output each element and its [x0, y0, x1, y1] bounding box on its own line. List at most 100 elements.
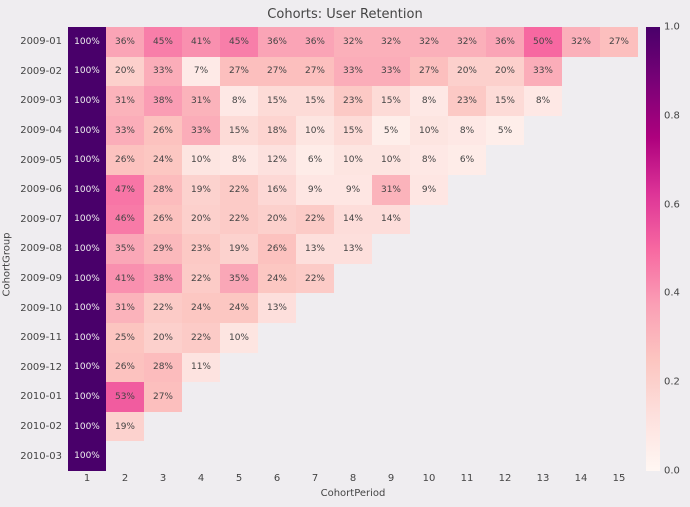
heatmap-cell — [334, 441, 372, 471]
heatmap-cell: 27% — [144, 382, 182, 412]
heatmap-cell: 28% — [144, 353, 182, 383]
heatmap-cell — [486, 234, 524, 264]
chart-body: CohortGroup 2009-012009-022009-032009-04… — [0, 27, 690, 507]
heatmap-cell — [448, 412, 486, 442]
heatmap-cell — [600, 234, 638, 264]
heatmap-cell — [448, 382, 486, 412]
heatmap-cell: 35% — [220, 264, 258, 294]
y-tick: 2009-06 — [14, 175, 68, 205]
heatmap-cell: 100% — [68, 264, 106, 294]
heatmap-cell — [372, 293, 410, 323]
heatmap-cell — [372, 353, 410, 383]
heatmap-cell — [372, 382, 410, 412]
heatmap-cell: 53% — [106, 382, 144, 412]
heatmap-cell: 26% — [106, 353, 144, 383]
x-tick: 13 — [524, 471, 562, 486]
spacer — [14, 471, 68, 501]
heatmap-cell: 10% — [296, 116, 334, 146]
y-tick: 2010-03 — [14, 441, 68, 471]
heatmap-cell — [486, 382, 524, 412]
colorbar-col: 0.00.20.40.60.81.0 — [638, 27, 690, 501]
heatmap-cell — [296, 382, 334, 412]
heatmap-cell: 100% — [68, 116, 106, 146]
heatmap-cell: 9% — [410, 175, 448, 205]
heatmap-row: 100%19% — [68, 412, 638, 442]
heatmap-cell: 24% — [144, 145, 182, 175]
ytick-col: 2009-012009-022009-032009-042009-052009-… — [14, 27, 68, 501]
heatmap-row: 100%31%22%24%24%13% — [68, 293, 638, 323]
heatmap-cell: 27% — [258, 57, 296, 87]
heatmap-cell — [410, 441, 448, 471]
heatmap-cell: 26% — [106, 145, 144, 175]
y-axis-label: CohortGroup — [2, 232, 13, 296]
x-tick: 7 — [296, 471, 334, 486]
y-tick: 2009-05 — [14, 145, 68, 175]
heatmap-cell: 35% — [106, 234, 144, 264]
heatmap-cell — [562, 382, 600, 412]
heatmap-cell: 38% — [144, 86, 182, 116]
heatmap-cell — [524, 205, 562, 235]
heatmap-row: 100%46%26%20%22%20%22%14%14% — [68, 205, 638, 235]
heatmap-cell — [220, 353, 258, 383]
heatmap-cell: 100% — [68, 412, 106, 442]
x-tick: 4 — [182, 471, 220, 486]
heatmap-cell — [600, 353, 638, 383]
heatmap-cell: 100% — [68, 145, 106, 175]
heatmap-cell: 8% — [410, 145, 448, 175]
heatmap-cell: 100% — [68, 86, 106, 116]
heatmap-cell: 27% — [296, 57, 334, 87]
heatmap-cell: 33% — [182, 116, 220, 146]
heatmap-cell: 14% — [334, 205, 372, 235]
heatmap-cell — [562, 116, 600, 146]
heatmap-cell: 8% — [220, 145, 258, 175]
heatmap-cell — [600, 323, 638, 353]
heatmap-cell: 24% — [182, 293, 220, 323]
heatmap-cell: 33% — [372, 57, 410, 87]
y-tick: 2009-08 — [14, 234, 68, 264]
heatmap-cell — [600, 86, 638, 116]
heatmap-cell — [220, 412, 258, 442]
heatmap-cell: 23% — [334, 86, 372, 116]
heatmap-cell — [524, 264, 562, 294]
heatmap-cell: 27% — [410, 57, 448, 87]
heatmap-cell: 9% — [296, 175, 334, 205]
heatmap-cell: 20% — [182, 205, 220, 235]
heatmap-cell — [220, 382, 258, 412]
heatmap-cell — [524, 441, 562, 471]
x-tick: 3 — [144, 471, 182, 486]
heatmap-cell — [562, 441, 600, 471]
heatmap-cell: 22% — [296, 264, 334, 294]
heatmap-cell — [600, 205, 638, 235]
x-ticks: 123456789101112131415 — [68, 471, 638, 486]
heatmap-cell — [448, 353, 486, 383]
heatmap-cell: 32% — [562, 27, 600, 57]
heatmap-cell — [562, 234, 600, 264]
heatmap-cell — [486, 441, 524, 471]
heatmap-cell — [182, 412, 220, 442]
heatmap-cell: 5% — [372, 116, 410, 146]
heatmap-row: 100%31%38%31%8%15%15%23%15%8%23%15%8% — [68, 86, 638, 116]
heatmap-cell — [562, 353, 600, 383]
heatmap-cell: 25% — [106, 323, 144, 353]
heatmap-cell — [258, 353, 296, 383]
heatmap-cell — [372, 323, 410, 353]
heatmap-cell — [410, 382, 448, 412]
heatmap-cell — [410, 264, 448, 294]
heatmap-cell: 5% — [486, 116, 524, 146]
heatmap-row: 100%53%27% — [68, 382, 638, 412]
y-tick: 2009-01 — [14, 27, 68, 57]
heatmap-cell — [486, 353, 524, 383]
x-tick: 14 — [562, 471, 600, 486]
x-tick: 10 — [410, 471, 448, 486]
heatmap-cell: 100% — [68, 27, 106, 57]
heatmap-cell: 13% — [296, 234, 334, 264]
heatmap-cell: 31% — [106, 293, 144, 323]
heatmap-cell — [372, 234, 410, 264]
heatmap-cell: 41% — [182, 27, 220, 57]
heatmap-cell: 24% — [258, 264, 296, 294]
heatmap-cell — [144, 441, 182, 471]
heatmap-cell — [448, 264, 486, 294]
heatmap-cell: 22% — [182, 323, 220, 353]
heatmap-cell — [410, 323, 448, 353]
heatmap-cell: 22% — [296, 205, 334, 235]
